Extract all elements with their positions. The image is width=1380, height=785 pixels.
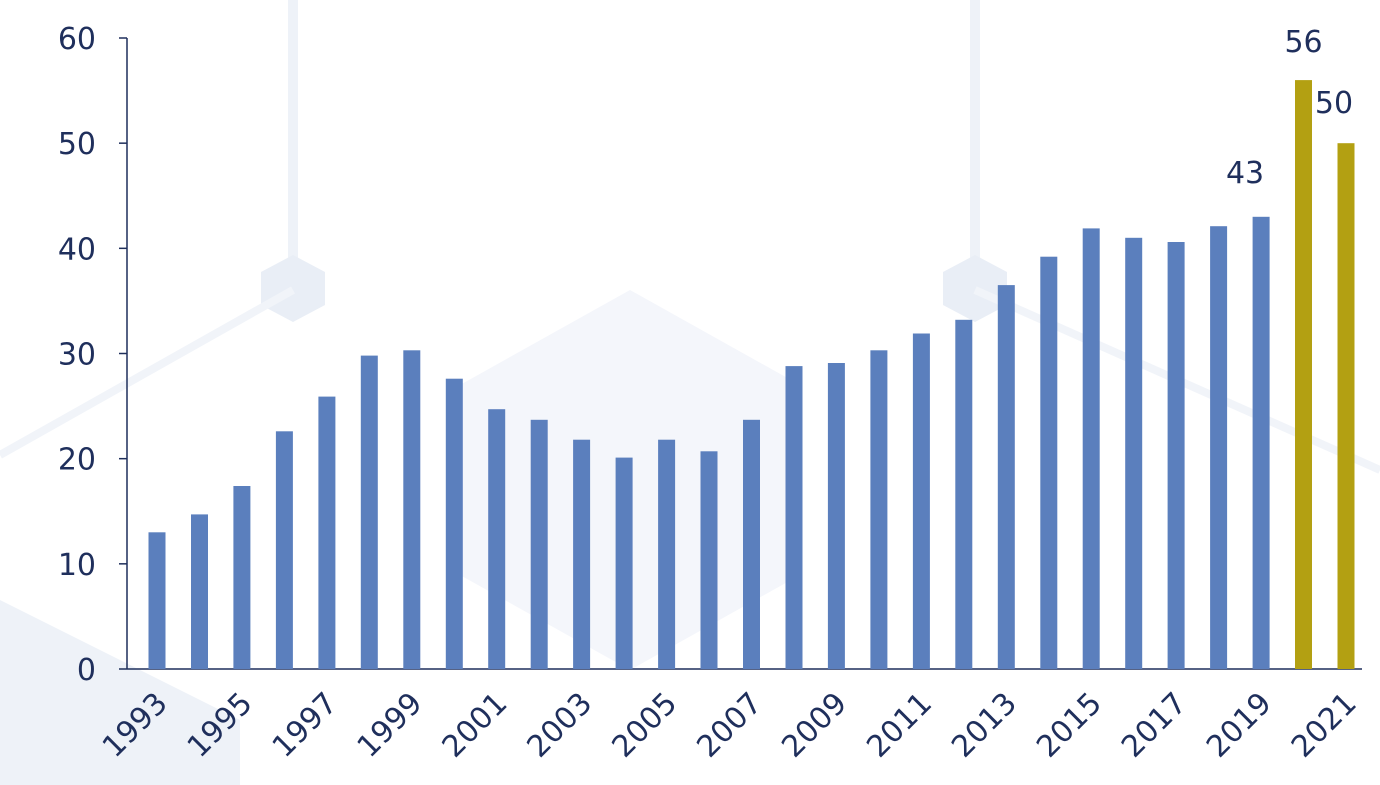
x-tick-label: 2001 (436, 686, 515, 765)
bar-2014 (1040, 256, 1058, 669)
bar-1998 (360, 355, 378, 669)
bar-1997 (318, 396, 336, 669)
bar-2013 (997, 285, 1015, 669)
bar-2010 (870, 350, 888, 669)
y-tick-label: 20 (58, 443, 96, 478)
data-label-2021: 50 (1315, 86, 1353, 121)
bar-1995 (233, 486, 251, 669)
y-tick-label: 60 (58, 22, 96, 57)
bar-2019 (1252, 216, 1270, 670)
bar-2011 (912, 333, 930, 669)
bar-1996 (275, 431, 293, 669)
bar-1993 (148, 532, 166, 669)
bar-1994 (191, 514, 208, 669)
bar-2017 (1167, 242, 1185, 669)
bar-2002 (530, 419, 548, 669)
bar-2000 (445, 378, 463, 669)
y-tick-label: 10 (58, 548, 96, 583)
bar-2008 (785, 366, 803, 669)
data-label-2019: 43 (1226, 156, 1264, 191)
data-label-2020: 56 (1284, 25, 1322, 60)
bar-2006 (700, 451, 718, 669)
x-tick-label: 2003 (521, 686, 600, 765)
bar-1999 (403, 350, 421, 669)
x-tick-label: 2021 (1285, 686, 1364, 765)
x-tick-label: 2011 (860, 686, 939, 765)
bar-2020 (1295, 80, 1312, 670)
bar-2012 (955, 319, 973, 669)
bar-2016 (1125, 237, 1143, 670)
x-tick-label: 2017 (1115, 686, 1194, 765)
bar-2005 (658, 439, 676, 669)
data-labels: 43 56 50 (1226, 25, 1353, 191)
bar-2021 (1337, 143, 1355, 669)
bar-2003 (573, 439, 591, 669)
x-tick-label: 2005 (605, 686, 684, 765)
x-tick-label: 2015 (1030, 686, 1109, 765)
bar-2007 (743, 419, 760, 669)
bar-2018 (1210, 226, 1228, 669)
bars (148, 80, 1355, 670)
bar-2004 (615, 457, 633, 669)
x-tick-label: 1997 (266, 686, 345, 765)
x-axis: 1993 1995 1997 1999 2001 2003 2005 2007 2009 2011… (96, 668, 1364, 765)
y-tick-label: 40 (58, 232, 96, 267)
x-tick-label: 2013 (945, 686, 1024, 765)
x-tick-label: 2009 (775, 686, 854, 765)
y-axis: 0 10 20 30 40 50 60 (58, 22, 128, 688)
y-tick-label: 0 (77, 653, 96, 688)
bar-2009 (827, 363, 845, 669)
x-tick-label: 2019 (1200, 686, 1279, 765)
y-tick-label: 50 (58, 127, 96, 162)
x-tick-label: 2007 (690, 686, 769, 765)
bar-2001 (488, 409, 506, 669)
bar-2015 (1082, 228, 1100, 669)
x-tick-label: 1999 (351, 686, 430, 765)
y-tick-label: 30 (58, 338, 96, 373)
